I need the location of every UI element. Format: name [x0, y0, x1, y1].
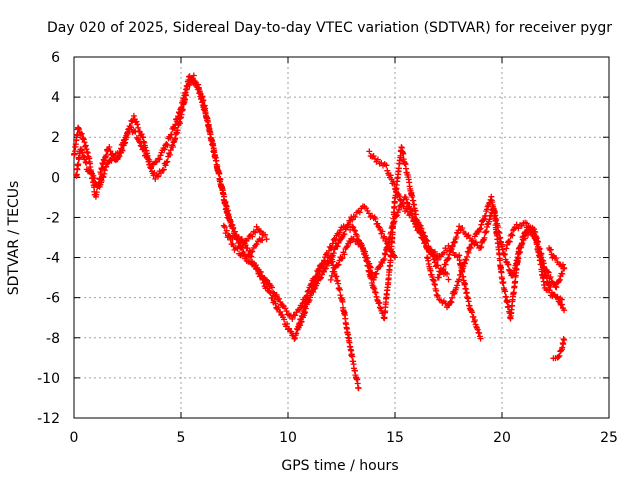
series-markers [366, 148, 484, 342]
y-tick-label: -10 [37, 371, 60, 387]
series-markers [73, 72, 266, 262]
x-tick-label: 25 [600, 430, 618, 446]
y-tick-label: 2 [51, 130, 60, 146]
series-markers [434, 205, 568, 322]
y-tick-label: -12 [37, 411, 60, 427]
y-tick-label: -4 [46, 251, 60, 267]
series-track-k [546, 245, 568, 271]
y-tick-label: -6 [46, 291, 60, 307]
series-markers [503, 219, 568, 314]
x-tick-label: 5 [177, 430, 186, 446]
y-tick-label: -2 [46, 210, 60, 226]
series-track-b [73, 72, 266, 262]
x-tick-label: 15 [386, 430, 404, 446]
y-axis-label: SDTVAR / TECUs [6, 181, 22, 296]
series-track-i [434, 205, 568, 322]
x-tick-label: 0 [70, 430, 79, 446]
series-track-g [366, 148, 484, 342]
axis-ticks: 0 5 10 15 20 25 -12 -10 -8 -6 -4 -2 0 2 4 6 [37, 50, 618, 446]
series-markers [550, 336, 568, 362]
series-track-e [295, 194, 441, 331]
y-tick-label: 0 [51, 170, 60, 186]
x-axis-label: GPS time / hours [281, 458, 398, 474]
y-tick-label: 6 [51, 50, 60, 66]
x-tick-label: 10 [279, 430, 297, 446]
series-track-j [503, 219, 568, 314]
y-tick-label: -8 [46, 331, 60, 347]
y-tick-label: 4 [51, 90, 60, 106]
series-markers [295, 194, 441, 331]
data-series [71, 72, 568, 392]
series-markers [546, 245, 568, 271]
series-track-d [225, 232, 362, 392]
x-tick-label: 20 [493, 430, 511, 446]
series-markers [225, 232, 362, 392]
plot-frame [73, 56, 610, 419]
chart-title: Day 020 of 2025, Sidereal Day-to-day VTE… [47, 20, 612, 36]
series-track-l [550, 336, 568, 362]
